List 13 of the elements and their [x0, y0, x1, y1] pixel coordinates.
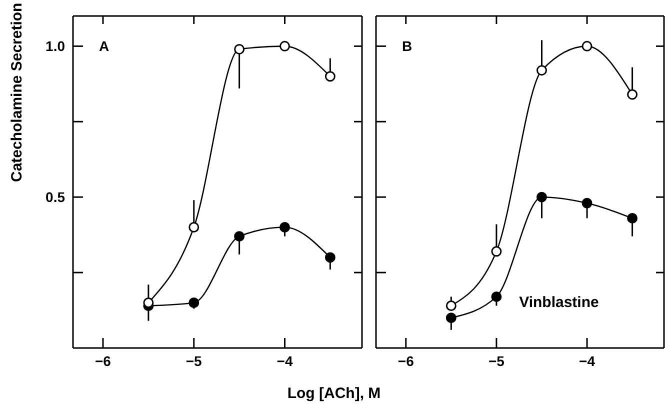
x-tick-label: −5: [488, 352, 505, 369]
annotation: B: [402, 38, 412, 54]
y-tick-label: 0.5: [46, 189, 66, 206]
x-tick-label: −6: [95, 352, 112, 369]
x-tick-label: −4: [579, 352, 596, 369]
x-tick-label: −6: [398, 352, 414, 369]
x-tick-label: −5: [186, 352, 202, 369]
y-axis-title: Catecholamine Secretion: [8, 2, 26, 182]
x-tick-label: −4: [276, 352, 293, 369]
annotation: A: [99, 38, 110, 54]
x-axis-title: Log [ACh], M: [286, 385, 382, 402]
y-tick-label: 1.0: [46, 38, 66, 54]
annotation: Vinblastine: [519, 294, 599, 311]
